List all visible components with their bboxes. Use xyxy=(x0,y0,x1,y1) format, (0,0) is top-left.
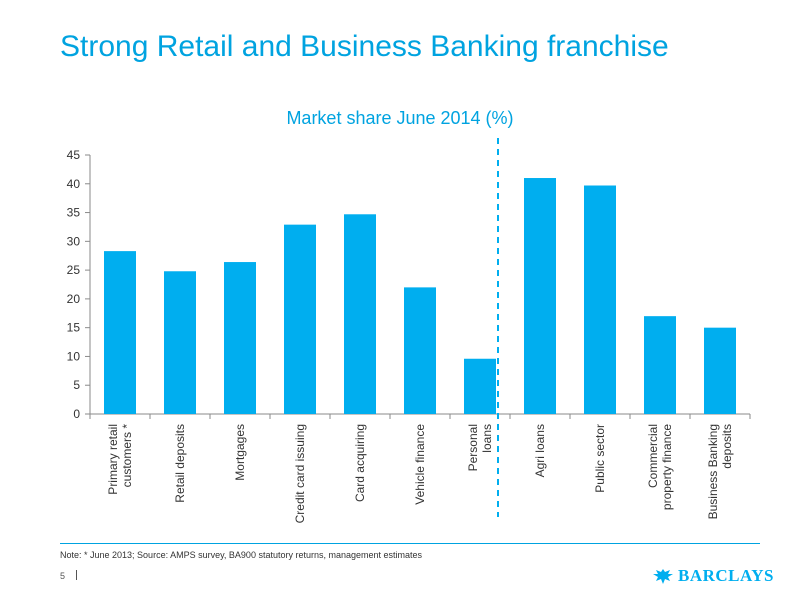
y-tick-label: 40 xyxy=(67,177,81,191)
x-category-label: Retail deposits xyxy=(173,424,187,503)
eagle-icon xyxy=(653,569,673,584)
page-separator xyxy=(76,570,77,580)
x-category-label-line: loans xyxy=(480,424,494,453)
x-category-label-line: Personal xyxy=(466,424,480,471)
x-category-label-line: property finance xyxy=(660,424,674,510)
bar-1 xyxy=(104,251,136,414)
x-category-label-line: Card acquiring xyxy=(353,424,367,502)
bar-4 xyxy=(284,224,316,414)
x-category-label-line: Public sector xyxy=(593,424,607,493)
x-category-label-line: Credit card issuing xyxy=(293,424,307,523)
x-category-label: Commercial property finance xyxy=(646,424,674,510)
x-category-label-line: Agri loans xyxy=(533,424,547,477)
x-category-label-line: Vehicle finance xyxy=(413,424,427,505)
x-category-label-line: Commercial xyxy=(646,424,660,488)
bar-3 xyxy=(224,262,256,414)
y-tick-label: 20 xyxy=(67,292,81,306)
bar-9 xyxy=(584,185,616,414)
x-category-label: Mortgages xyxy=(233,424,247,481)
y-tick-label: 0 xyxy=(73,407,80,421)
bar-2 xyxy=(164,271,196,414)
y-tick-label: 5 xyxy=(73,378,80,392)
x-category-label-line: Retail deposits xyxy=(173,424,187,503)
bar-10 xyxy=(644,316,676,414)
source-note: Note: * June 2013; Source: AMPS survey, … xyxy=(60,550,423,560)
y-tick-label: 35 xyxy=(67,206,81,220)
bar-6 xyxy=(404,287,436,414)
x-category-label: Primary retail customers * xyxy=(106,424,134,495)
y-tick-label: 25 xyxy=(67,263,81,277)
y-tick-label: 10 xyxy=(67,349,81,363)
barclays-logo: BARCLAYS xyxy=(652,566,774,586)
x-category-label: Card acquiring xyxy=(353,424,367,502)
x-category-label: Public sector xyxy=(593,424,607,493)
bar-7 xyxy=(464,358,496,414)
bar-11 xyxy=(704,327,736,414)
x-category-label: Credit card issuing xyxy=(293,424,307,523)
x-category-label: Agri loans xyxy=(533,424,547,477)
y-tick-label: 30 xyxy=(67,234,81,248)
footer-divider xyxy=(60,543,760,544)
page-number: 5 xyxy=(60,571,66,581)
y-tick-label: 15 xyxy=(67,321,81,335)
x-category-label-line: deposits xyxy=(720,424,734,469)
x-category-label-line: customers * xyxy=(120,424,134,488)
x-category-label: Business Banking deposits xyxy=(706,424,734,519)
bar-5 xyxy=(344,214,376,414)
bar-8 xyxy=(524,178,556,414)
x-category-label-line: Business Banking xyxy=(706,424,720,519)
slide-title: Strong Retail and Business Banking franc… xyxy=(60,30,669,63)
x-category-label: Vehicle finance xyxy=(413,424,427,505)
brand-wordmark: BARCLAYS xyxy=(678,566,774,585)
x-category-label-line: Mortgages xyxy=(233,424,247,481)
y-tick-label: 45 xyxy=(67,148,81,162)
x-category-label-line: Primary retail xyxy=(106,424,120,495)
chart-title: Market share June 2014 (%) xyxy=(286,108,514,128)
x-category-label: Personal loans xyxy=(466,424,494,471)
